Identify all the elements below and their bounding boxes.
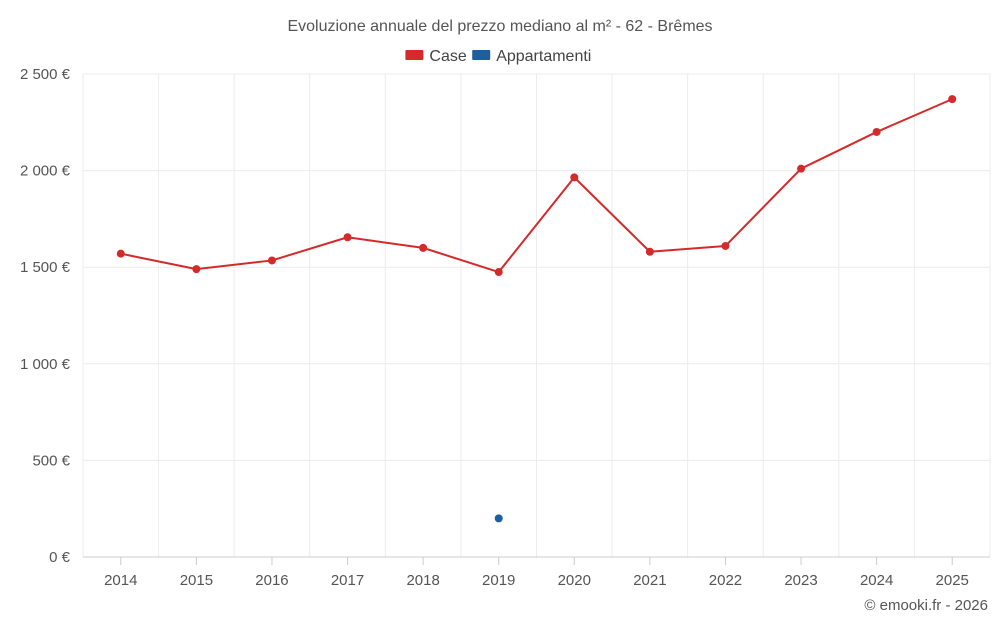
x-tick-label: 2017 [331, 572, 364, 589]
data-point-case [645, 247, 654, 256]
legend-swatch-appartamenti [472, 50, 491, 60]
legend-swatch-case [405, 50, 424, 60]
x-tick-label: 2020 [558, 572, 591, 589]
data-point-case [343, 233, 352, 242]
credit-text: © emooki.fr - 2026 [864, 597, 988, 614]
chart-title: Evoluzione annuale del prezzo mediano al… [287, 18, 712, 35]
data-point-case [948, 95, 957, 104]
x-tick-label: 2025 [936, 572, 969, 589]
x-tick-label: 2015 [180, 572, 213, 589]
y-tick-label: 2 500 € [20, 66, 71, 83]
series-line-case [120, 98, 953, 274]
y-tick-label: 1 000 € [20, 356, 71, 373]
x-tick-label: 2024 [860, 572, 893, 589]
x-tick-label: 2016 [255, 572, 288, 589]
x-tick-label: 2021 [633, 572, 666, 589]
x-tick-label: 2014 [104, 572, 137, 589]
series-layer [116, 95, 957, 523]
data-point-case [570, 173, 579, 182]
data-point-case [419, 243, 428, 252]
data-point-case [192, 265, 201, 274]
y-tick-label: 500 € [32, 452, 70, 469]
data-point-case [116, 249, 125, 258]
grid [82, 73, 991, 558]
data-point-case [721, 241, 730, 250]
legend: Case Appartamenti [405, 48, 591, 65]
data-point-appartamenti [494, 514, 503, 523]
data-point-case [797, 164, 806, 173]
x-tick-label: 2018 [406, 572, 439, 589]
x-axis: 2014 2015 2016 2017 2018 2019 2020 2021 2022 2023… [83, 556, 990, 589]
legend-label-case: Case [429, 48, 466, 65]
x-tick-label: 2022 [709, 572, 742, 589]
y-tick-label: 1 500 € [20, 259, 71, 276]
y-tick-label: 0 € [49, 549, 71, 566]
data-point-case [267, 256, 276, 265]
legend-label-appartamenti: Appartamenti [496, 48, 591, 65]
data-point-case [494, 268, 503, 277]
y-tick-label: 2 000 € [20, 163, 71, 180]
x-tick-label: 2023 [784, 572, 817, 589]
y-axis: 0 € 500 € 1 000 € 1 500 € 2 000 € 2 500 € [20, 66, 71, 566]
data-point-case [872, 127, 881, 136]
x-tick-label: 2019 [482, 572, 515, 589]
